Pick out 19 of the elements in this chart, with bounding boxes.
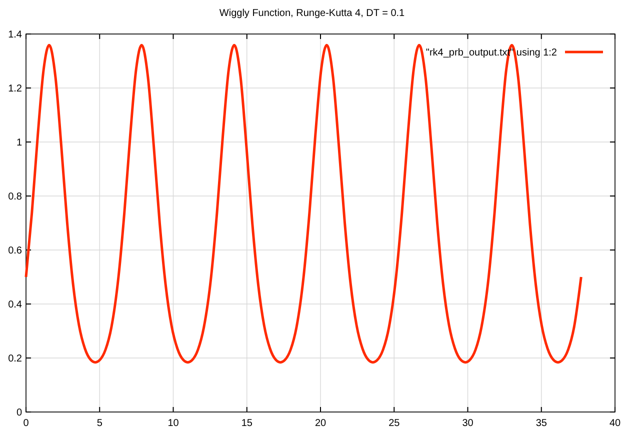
x-tick-label: 35 bbox=[536, 418, 548, 429]
y-tick-label: 1.4 bbox=[8, 30, 22, 40]
x-tick-label: 0 bbox=[23, 418, 30, 429]
y-tick-label: 0.8 bbox=[8, 192, 22, 202]
line-series bbox=[24, 44, 582, 364]
chart-title: Wiggly Function, Runge-Kutta 4, DT = 0.1 bbox=[219, 8, 406, 19]
x-tick-label: 30 bbox=[462, 418, 474, 429]
y-tick-label: 1.2 bbox=[8, 84, 22, 94]
y-tick-label: 0 bbox=[16, 408, 22, 418]
x-tick-label: 5 bbox=[96, 418, 103, 429]
y-tick-label: 0.2 bbox=[8, 354, 22, 364]
x-tick-label: 20 bbox=[314, 418, 326, 429]
y-tick-label: 1 bbox=[16, 138, 22, 148]
x-tick-label: 40 bbox=[609, 418, 621, 429]
x-tick-label: 15 bbox=[241, 418, 253, 429]
x-tick-label: 10 bbox=[168, 418, 180, 429]
y-tick-label: 0.4 bbox=[8, 300, 22, 310]
y-tick-label: 0.6 bbox=[8, 246, 22, 256]
x-tick-label: 25 bbox=[388, 418, 400, 429]
